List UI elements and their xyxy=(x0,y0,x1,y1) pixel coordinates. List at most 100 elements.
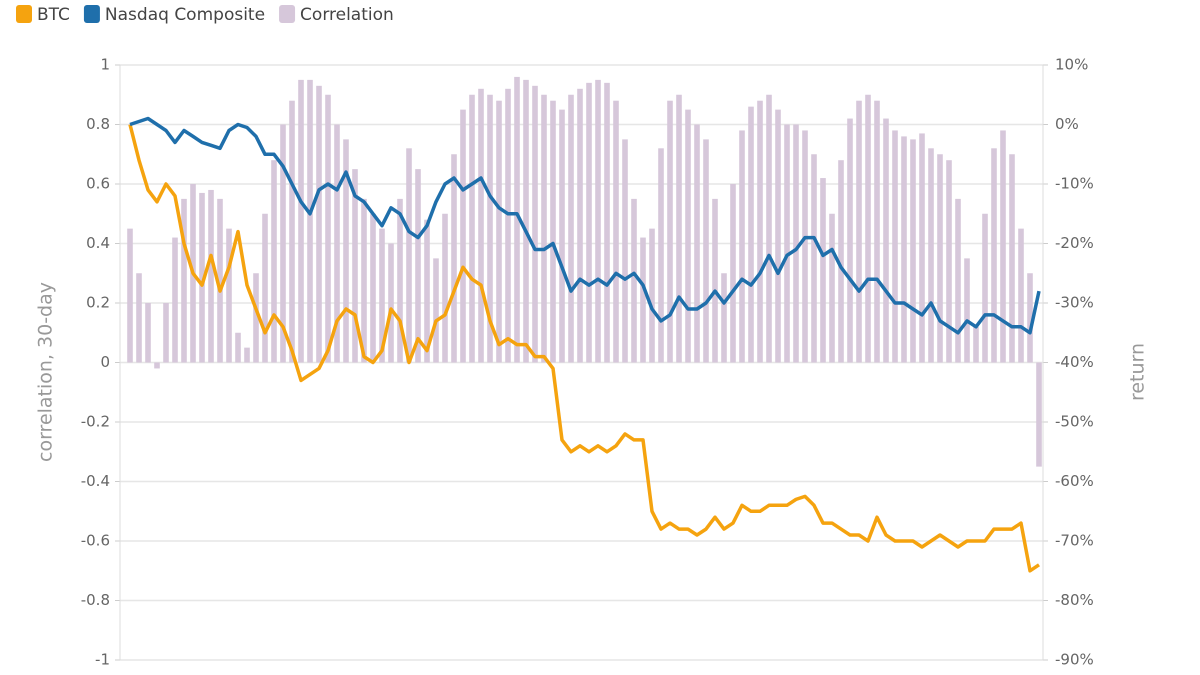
bar xyxy=(775,109,781,363)
bar xyxy=(919,133,925,363)
bar xyxy=(649,228,655,363)
y-axis-title: correlation, 30-day xyxy=(35,282,57,462)
y2-tick-label: -10% xyxy=(1055,175,1094,193)
bar xyxy=(946,160,952,363)
bar xyxy=(892,130,898,363)
bar xyxy=(478,88,484,363)
bar xyxy=(685,109,691,363)
bar xyxy=(586,82,592,363)
bar xyxy=(163,303,169,363)
bar xyxy=(865,94,871,363)
bar xyxy=(910,139,916,363)
bar xyxy=(244,347,250,363)
bar xyxy=(631,198,637,363)
y2-axis-title: return xyxy=(1127,343,1149,401)
bar xyxy=(577,88,583,363)
bar xyxy=(1000,130,1006,363)
bar xyxy=(460,109,466,363)
bar xyxy=(406,148,412,363)
bar xyxy=(604,82,610,363)
bar xyxy=(883,118,889,363)
bar xyxy=(424,219,430,363)
y2-tick-label: -30% xyxy=(1055,294,1094,312)
line xyxy=(128,124,1040,573)
bar xyxy=(928,148,934,363)
bar xyxy=(379,228,385,363)
bar xyxy=(127,228,133,363)
bar xyxy=(136,273,142,363)
y-tick-label: -0.8 xyxy=(81,591,110,609)
bar xyxy=(415,169,421,363)
legend-swatch xyxy=(83,5,100,23)
bar xyxy=(622,139,628,363)
bar xyxy=(154,362,160,369)
bar xyxy=(694,124,700,363)
bar xyxy=(334,124,340,363)
bar xyxy=(550,100,556,363)
bar xyxy=(739,130,745,363)
bar xyxy=(262,213,268,363)
bar xyxy=(847,118,853,363)
bar xyxy=(442,213,448,363)
bar xyxy=(397,198,403,363)
bar xyxy=(325,94,331,363)
bar xyxy=(802,130,808,363)
bar xyxy=(1018,228,1024,363)
bar xyxy=(757,100,763,363)
bar xyxy=(298,79,304,363)
bar xyxy=(676,94,682,363)
bar xyxy=(766,94,772,363)
bar xyxy=(793,124,799,363)
bar xyxy=(811,154,817,363)
bar xyxy=(613,100,619,363)
y-tick-label: -0.4 xyxy=(81,472,110,490)
bar xyxy=(280,124,286,363)
legend: BTC Nasdaq Composite Correlation xyxy=(16,5,394,25)
bar xyxy=(316,85,322,363)
bar xyxy=(1036,362,1042,467)
bar xyxy=(388,243,394,363)
y-tick-label: -0.6 xyxy=(81,532,110,550)
bars-layer xyxy=(127,76,1042,467)
bar xyxy=(505,88,511,363)
bar xyxy=(730,184,736,363)
bar xyxy=(451,154,457,363)
bar xyxy=(937,154,943,363)
legend-label: BTC xyxy=(37,5,70,25)
lines-layer xyxy=(128,116,1041,573)
y2-tick-label: -90% xyxy=(1055,651,1094,669)
bar xyxy=(532,85,538,363)
y-tick-label: 0 xyxy=(100,353,110,371)
bar xyxy=(496,100,502,363)
line xyxy=(129,116,1041,335)
bar xyxy=(469,94,475,363)
bar xyxy=(487,94,493,363)
bar xyxy=(901,136,907,363)
y2-tick-label: 10% xyxy=(1055,56,1088,74)
bar xyxy=(541,94,547,363)
bar xyxy=(982,213,988,363)
bar xyxy=(226,228,232,363)
bar xyxy=(253,273,259,363)
legend-label: Correlation xyxy=(300,5,394,25)
bar xyxy=(199,192,205,363)
y2-tick-label: 0% xyxy=(1055,115,1079,133)
bar xyxy=(370,213,376,363)
bar xyxy=(514,76,520,363)
bar xyxy=(703,139,709,363)
bar xyxy=(955,198,961,363)
bar xyxy=(667,100,673,363)
bar xyxy=(1027,273,1033,363)
bar xyxy=(838,160,844,363)
bar xyxy=(289,100,295,363)
bar xyxy=(433,258,439,363)
y-tick-label: 1 xyxy=(100,56,110,74)
bar xyxy=(595,79,601,363)
bar xyxy=(352,169,358,363)
bar xyxy=(271,160,277,363)
bar xyxy=(973,326,979,363)
y2-tick-label: -20% xyxy=(1055,234,1094,252)
bar xyxy=(820,178,826,363)
bar xyxy=(712,198,718,363)
